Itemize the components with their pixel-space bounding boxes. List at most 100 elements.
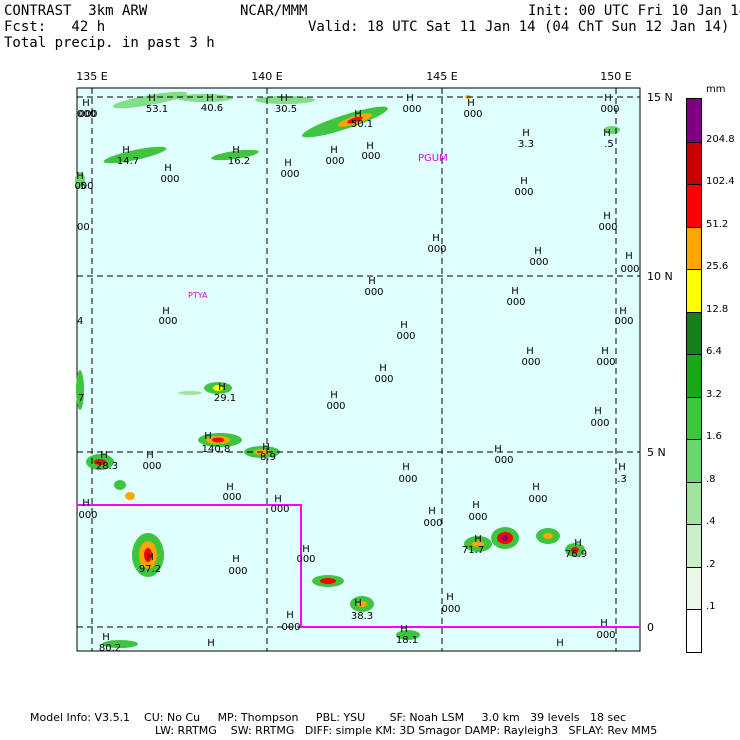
svg-text:H: H (204, 431, 212, 442)
svg-text:H: H (619, 306, 627, 317)
svg-text:H: H (274, 494, 282, 505)
edge-label: 00 (77, 222, 90, 233)
model-title: CONTRAST 3km ARW (4, 3, 148, 19)
colorbar-segment (687, 524, 701, 567)
svg-text:H: H (262, 442, 270, 453)
svg-text:H: H (354, 598, 362, 609)
colorbar-label: .8 (706, 473, 716, 485)
svg-text:000: 000 (78, 510, 97, 521)
svg-text:H: H (232, 554, 240, 565)
svg-text:000: 000 (374, 374, 393, 385)
svg-text:H: H (146, 450, 154, 461)
axis-labels: 135 E 140 E 145 E 150 E 15 N 10 N 5 N 0 (76, 70, 672, 634)
svg-text:H: H (280, 93, 288, 104)
svg-text:.3: .3 (617, 474, 627, 485)
colorbar-segment (687, 141, 701, 185)
svg-text:000: 000 (296, 554, 315, 565)
edge-label: 000 (77, 109, 96, 120)
lon-label: 150 E (600, 70, 631, 83)
svg-text:000: 000 (596, 357, 615, 368)
svg-text:H: H (379, 363, 387, 374)
colorbar-label: 6.4 (706, 346, 722, 358)
svg-text:71.7: 71.7 (462, 545, 484, 556)
high-marker: H (207, 638, 215, 649)
svg-text:H: H (432, 233, 440, 244)
svg-text:.5: .5 (604, 139, 614, 150)
svg-text:000: 000 (280, 169, 299, 180)
svg-text:000: 000 (325, 156, 344, 167)
svg-text:000: 000 (468, 512, 487, 523)
high-marker: H50.1 (351, 109, 373, 130)
svg-text:H: H (402, 462, 410, 473)
lat-label: 15 N (647, 91, 673, 104)
svg-text:000: 000 (521, 357, 540, 368)
high-marker: H14.7 (117, 145, 139, 167)
colorbar-segment (687, 396, 701, 440)
high-marker: H30.5 (275, 93, 297, 115)
svg-text:29.1: 29.1 (214, 393, 236, 404)
svg-text:000: 000 (142, 461, 161, 472)
svg-text:H: H (330, 390, 338, 401)
svg-text:H: H (601, 346, 609, 357)
svg-text:000: 000 (427, 244, 446, 255)
svg-text:38.3: 38.3 (351, 611, 373, 622)
svg-text:000: 000 (364, 287, 383, 298)
svg-text:000: 000 (74, 181, 93, 192)
model-info-line2: LW: RRTMG SW: RRTMG DIFF: simple KM: 3D … (155, 724, 658, 737)
high-marker: H 38.3 (351, 598, 373, 622)
svg-text:H: H (446, 592, 454, 603)
high-marker: H28.3 (96, 450, 118, 472)
field-title: Total precip. in past 3 h (4, 35, 215, 51)
svg-text:H: H (164, 163, 172, 174)
high-marker: H.5 (603, 128, 614, 150)
place-label-ptya: PTYA (188, 291, 208, 300)
svg-text:H: H (226, 482, 234, 493)
svg-text:H: H (594, 406, 602, 417)
svg-text:H: H (82, 98, 90, 109)
svg-text:000: 000 (590, 418, 609, 429)
svg-text:000: 000 (160, 174, 179, 185)
svg-text:H: H (354, 109, 362, 120)
high-marker: H97.2 (139, 552, 161, 575)
svg-text:28.3: 28.3 (96, 461, 118, 472)
svg-text:H: H (511, 286, 519, 297)
svg-text:000: 000 (270, 504, 289, 515)
svg-text:97.2: 97.2 (139, 564, 161, 575)
svg-text:14.7: 14.7 (117, 156, 139, 167)
svg-text:H: H (100, 450, 108, 461)
colorbar-segment (687, 566, 701, 610)
high-marker: H (556, 638, 564, 649)
colorbar-label: 204.8 (706, 133, 735, 145)
svg-text:H: H (148, 93, 156, 104)
svg-text:40.6: 40.6 (201, 103, 223, 114)
svg-text:000: 000 (494, 455, 513, 466)
graticule (77, 88, 640, 651)
svg-text:18.1: 18.1 (396, 635, 418, 646)
high-marker: H71.7 (462, 534, 484, 556)
svg-text:000: 000 (600, 104, 619, 115)
colorbar-segment (687, 439, 701, 482)
svg-text:000: 000 (463, 109, 482, 120)
high-marker: H76.9 (565, 538, 587, 560)
svg-text:H: H (286, 610, 294, 621)
svg-text:H: H (522, 128, 530, 139)
svg-text:H: H (302, 544, 310, 555)
model-info-line1: Model Info: V3.5.1 CU: No Cu MP: Thompso… (30, 711, 627, 724)
valid-time: Valid: 18 UTC Sat 11 Jan 14 (04 ChT Sun … (308, 19, 730, 35)
colorbar-segment (687, 226, 701, 270)
edge-label: 4 (77, 316, 83, 327)
